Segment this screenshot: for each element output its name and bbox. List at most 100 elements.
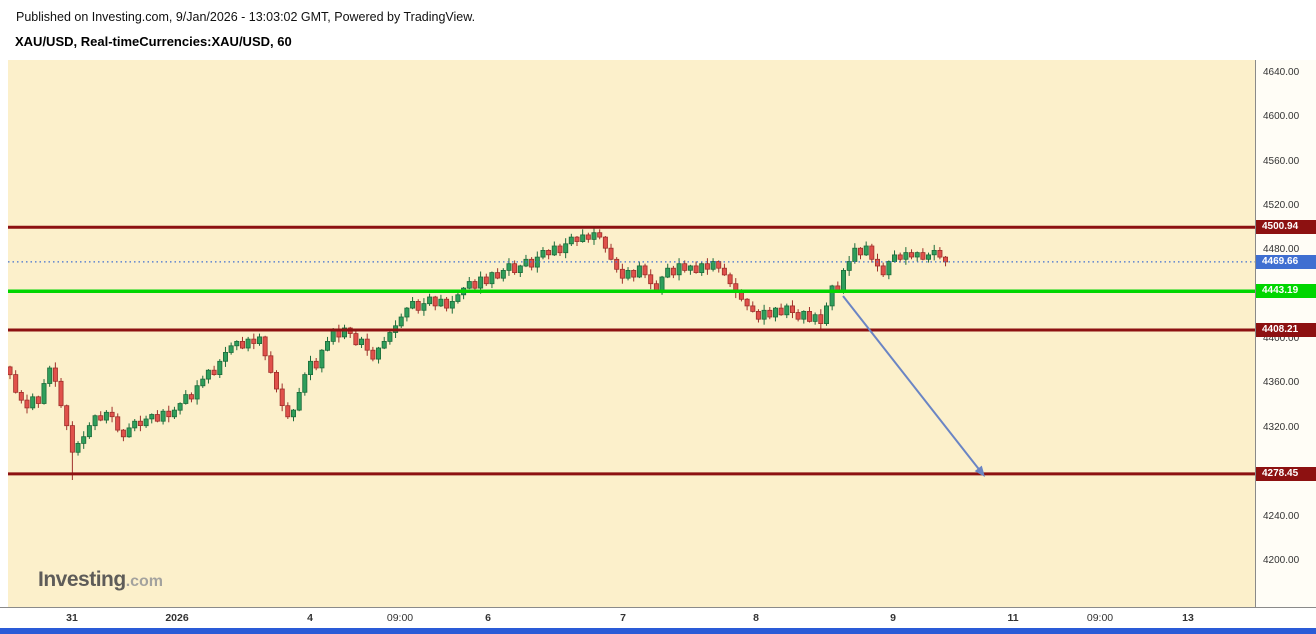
candle-body [852,247,858,262]
candle-body [568,236,574,245]
price-tick-label: 4480.00 [1263,244,1300,255]
candle-body [410,300,416,309]
candle-body [602,236,608,249]
candle-body [205,369,211,380]
candle-body [103,411,109,421]
candle-body [619,268,625,279]
candle-body [625,269,631,279]
candle-body [404,307,410,318]
candle-body [92,415,98,427]
candle-body [551,245,557,256]
price-tick-label: 4640.00 [1263,67,1300,78]
candle-body [648,274,654,285]
candle-body [631,269,637,278]
candle-body [807,310,813,322]
candle-body [642,265,648,276]
candle-body [585,234,591,240]
candle-body [909,252,915,258]
candle-body [546,249,552,256]
candle-body [324,340,330,351]
candle-body [773,307,779,318]
candle-body [710,261,716,270]
candle-body [438,298,444,307]
time-tick-label: 9 [890,612,896,624]
candle-body [869,245,875,260]
candle-body [421,303,427,311]
candle-body [432,296,438,307]
candle-body [302,374,308,393]
candle-body [296,391,302,411]
candle-body [478,276,484,289]
candle-body [931,249,937,256]
candle-body [670,267,676,276]
candle-body [863,245,869,256]
candle-body [234,340,240,347]
candle-body [18,391,24,401]
candle-body [614,258,620,270]
price-tick-label: 4600.00 [1263,111,1300,122]
candle-body [824,305,830,324]
candle-body [245,338,251,349]
time-tick-label: 7 [620,612,626,624]
candle-body [721,267,727,276]
candle-body [222,351,228,362]
candle-body [755,310,761,320]
candle-body [239,340,245,349]
candle-body [228,345,234,353]
candle-body [738,292,744,300]
candle-body [636,265,642,278]
candle-body [687,265,693,271]
candle-body [115,416,121,431]
candle-body [778,307,784,316]
price-axis[interactable]: 4640.004600.004560.004520.004480.004440.… [1255,60,1316,607]
candle-body [903,252,909,260]
candle-body [829,285,835,307]
projection-arrow-head [974,465,985,477]
watermark-light: .com [125,573,164,590]
candle-body [262,336,268,357]
time-tick-label: 11 [1007,612,1019,624]
candle-body [30,396,36,409]
level-price-badge: 4500.94 [1256,220,1316,234]
price-tick-label: 4360.00 [1263,377,1300,388]
candle-body [375,347,381,360]
candle-body [563,243,569,254]
candle-body [69,425,75,453]
candle-body [200,378,206,387]
candle-body [330,329,336,342]
candle-body [137,420,143,427]
candle-body [512,263,518,273]
candle-body [64,405,70,427]
time-axis[interactable]: 31 2026 4 09:00 6 7 8 9 11 09:00 13 [0,607,1316,628]
candle-body [727,274,733,285]
time-tick-label: 4 [307,612,313,624]
candle-body [353,333,359,346]
bottom-bar [0,628,1316,634]
candle-body [858,247,864,256]
candle-body [716,261,722,269]
candle-body [818,314,824,324]
time-tick-label: 8 [753,612,759,624]
chart-plot[interactable]: Investing.com [8,60,1255,607]
candle-body [149,414,155,420]
price-tick-label: 4320.00 [1263,422,1300,433]
candle-body [364,338,370,351]
candle-body [47,367,53,384]
candle-body [472,281,478,289]
candle-body [795,312,801,320]
candle-body [483,276,489,285]
candle-body [444,298,450,309]
candle-body [194,385,200,400]
investing-watermark: Investing.com [38,568,163,592]
chart-canvas[interactable] [8,60,1255,607]
candle-body [943,256,949,263]
candle-body [8,366,13,376]
time-tick-label: 13 [1182,612,1194,624]
candle-body [143,418,149,427]
price-tick-label: 4520.00 [1263,200,1300,211]
candle-body [704,263,710,270]
level-price-badge: 4408.21 [1256,323,1316,337]
candle-body [784,305,790,316]
candle-body [846,261,852,271]
candle-body [495,272,501,279]
